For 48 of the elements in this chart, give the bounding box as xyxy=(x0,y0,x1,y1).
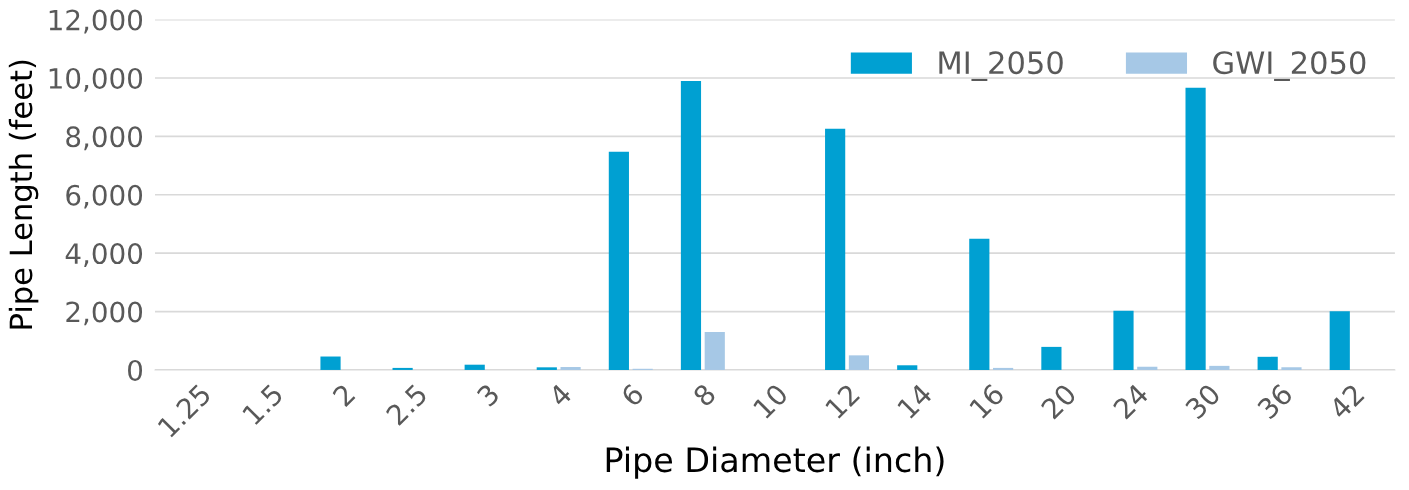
bar xyxy=(704,332,725,370)
bar xyxy=(560,367,581,370)
bar xyxy=(1257,356,1278,370)
bar xyxy=(392,367,413,370)
x-tick-label: 4 xyxy=(547,382,573,408)
y-tick-label: 6,000 xyxy=(66,184,143,209)
bar xyxy=(1281,367,1302,370)
x-tick-label: 20 xyxy=(1040,382,1078,420)
bar xyxy=(608,151,629,370)
y-tick-label: 4,000 xyxy=(65,243,143,267)
y-axis-title: Pipe Length (feet) xyxy=(8,60,39,329)
x-tick-label: 2.5 xyxy=(385,383,428,427)
y-tick-label: 2,000 xyxy=(66,301,143,326)
x-tick-label: 10 xyxy=(752,382,789,420)
x-tick-label: 6 xyxy=(619,382,645,408)
x-tick-label: 16 xyxy=(968,382,1006,420)
bar xyxy=(1329,311,1350,370)
bar xyxy=(897,365,918,370)
bar xyxy=(1137,366,1158,370)
y-tick-label: 0 xyxy=(128,359,143,381)
y-tick-label: 10,000 xyxy=(49,67,143,92)
legend-label: MI_2050 xyxy=(939,51,1063,82)
bar xyxy=(1185,87,1206,370)
bar xyxy=(680,80,702,370)
x-tick-label: 2 xyxy=(331,383,356,408)
x-tick-label: 3 xyxy=(475,382,501,408)
x-tick-label: 30 xyxy=(1184,382,1222,420)
legend-label: GWI_2050 xyxy=(1213,51,1366,82)
x-tick-label: 14 xyxy=(896,382,933,419)
bar xyxy=(969,238,990,370)
x-axis-title: Pipe Diameter (inch) xyxy=(606,446,944,479)
bar xyxy=(536,367,557,370)
x-tick-label: 12 xyxy=(824,383,860,419)
x-tick-label: 24 xyxy=(1112,382,1150,420)
bar xyxy=(1113,310,1134,370)
x-tick-label: 8 xyxy=(692,382,717,408)
bar xyxy=(848,355,870,370)
bar xyxy=(825,128,846,370)
x-tick-label: 1.5 xyxy=(241,383,284,426)
x-tick-label: 42 xyxy=(1327,383,1365,421)
y-tick-label: 12,000 xyxy=(49,9,143,34)
x-tick-label: 36 xyxy=(1256,382,1294,420)
bar xyxy=(993,367,1014,370)
bar xyxy=(1209,365,1230,370)
bar xyxy=(1041,346,1062,370)
y-tick-label: 8,000 xyxy=(66,126,143,151)
bar xyxy=(320,356,341,370)
bar xyxy=(464,364,485,370)
